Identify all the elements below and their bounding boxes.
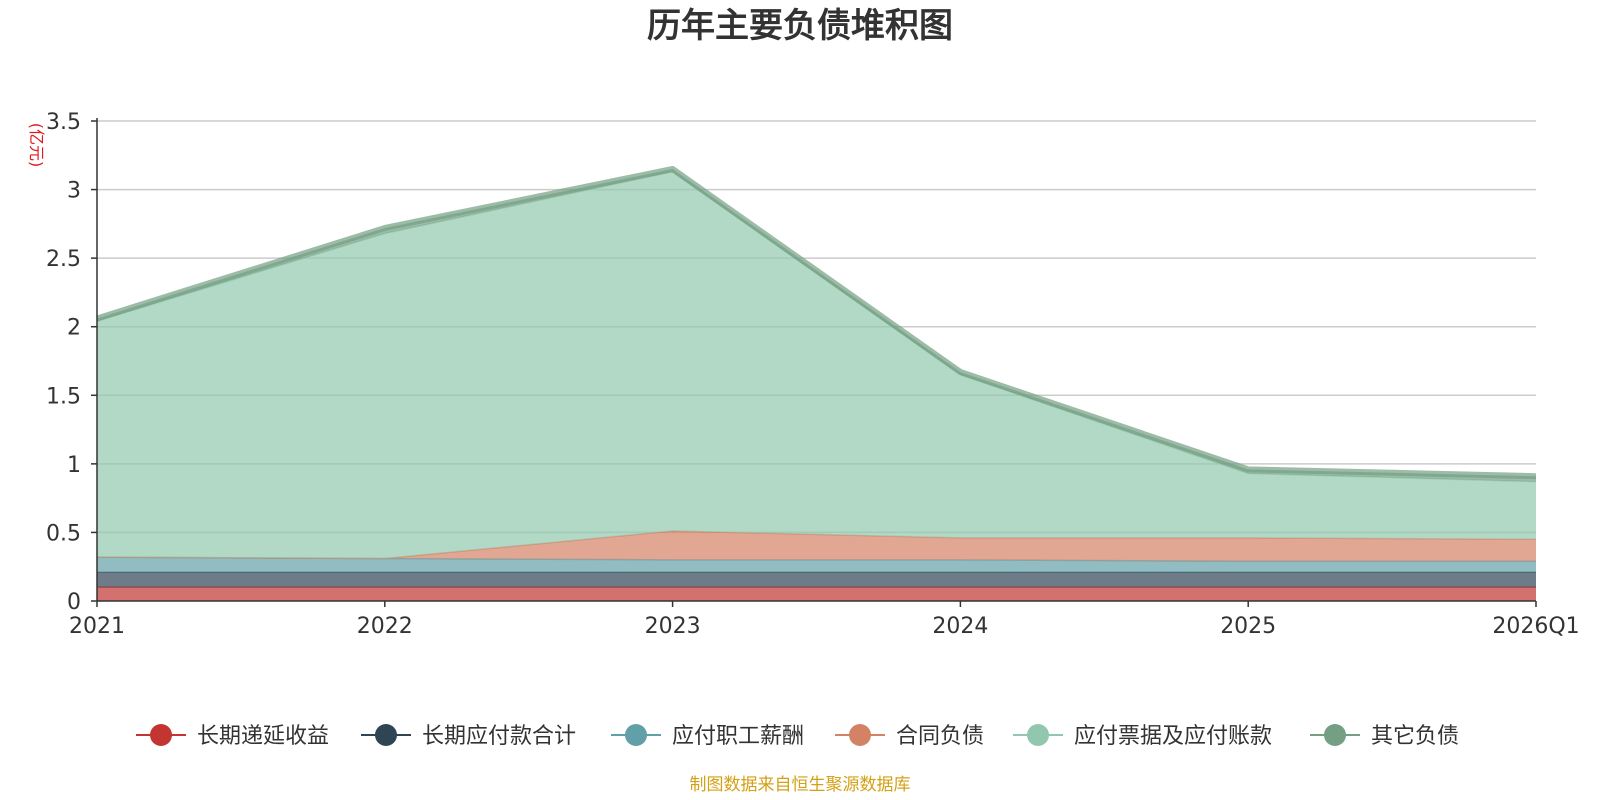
x-tick-label-4: 2025 xyxy=(1220,614,1276,639)
y-tick-label-0: 0 xyxy=(67,590,81,615)
y-tick-label-2: 1 xyxy=(67,453,81,478)
series-area-2 xyxy=(97,557,1536,573)
series-area-4 xyxy=(97,171,1536,559)
x-tick-label-0: 2021 xyxy=(69,614,125,639)
legend-label-5: 其它负债 xyxy=(1371,724,1459,749)
y-tick-label-1: 0.5 xyxy=(46,521,81,546)
series-area-0 xyxy=(97,587,1536,601)
legend-label-3: 合同负债 xyxy=(896,724,984,749)
chart-title: 历年主要负债堆积图 xyxy=(647,6,953,46)
x-tick-label-1: 2022 xyxy=(357,614,413,639)
y-tick-label-3: 1.5 xyxy=(46,384,81,409)
legend-item-0: 长期递延收益 xyxy=(136,724,329,749)
legend-label-4: 应付票据及应付账款 xyxy=(1074,724,1272,749)
legend-item-3: 合同负债 xyxy=(835,724,984,749)
legend-item-5: 其它负债 xyxy=(1310,724,1459,749)
legend-marker-4 xyxy=(1027,724,1049,746)
legend-marker-0 xyxy=(150,724,172,746)
legend-label-0: 长期递延收益 xyxy=(197,724,329,749)
legend-marker-3 xyxy=(849,724,871,746)
x-tick-label-5: 2026Q1 xyxy=(1492,614,1579,639)
series-line-5 xyxy=(96,166,1537,480)
y-tick-label-6: 3 xyxy=(67,179,81,204)
x-tick-label-3: 2024 xyxy=(932,614,988,639)
legend: 长期递延收益 长期应付款合计 应付职工薪酬 合同负债 应付票据及应付账款 其它负债 xyxy=(136,724,1459,749)
y-tick-label-7: 3.5 xyxy=(46,110,81,135)
series-area-1 xyxy=(97,572,1536,588)
series-areas xyxy=(96,166,1537,601)
source-note: 制图数据来自恒生聚源数据库 xyxy=(690,775,911,795)
axes: 0 0.5 1 1.5 2 2.5 3 3.5 2021 2022 2023 2024 2025 2026… xyxy=(46,110,1580,639)
legend-item-1: 长期应付款合计 xyxy=(361,724,576,749)
y-tick-label-5: 2.5 xyxy=(46,247,81,272)
x-tick-label-2: 2023 xyxy=(645,614,701,639)
legend-item-2: 应付职工薪酬 xyxy=(611,724,804,749)
legend-item-4: 应付票据及应付账款 xyxy=(1013,724,1272,749)
legend-label-2: 应付职工薪酬 xyxy=(672,724,804,749)
y-tick-label-4: 2 xyxy=(67,316,81,341)
legend-marker-5 xyxy=(1324,724,1346,746)
y-axis-unit-label: (亿元) xyxy=(27,123,46,168)
legend-label-1: 长期应付款合计 xyxy=(422,724,576,749)
legend-marker-2 xyxy=(625,724,647,746)
legend-marker-1 xyxy=(375,724,397,746)
